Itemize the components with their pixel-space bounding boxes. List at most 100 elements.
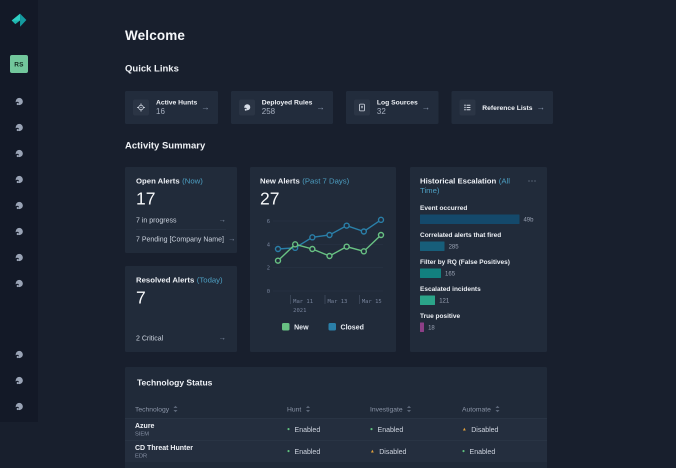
card-title-qualifier: (Today) bbox=[196, 276, 223, 285]
pending-link[interactable]: 7 Pending [Company Name] → bbox=[136, 230, 235, 249]
sidebar: RS bbox=[0, 0, 38, 422]
card-title-qualifier: (Past 7 Days) bbox=[302, 177, 350, 186]
column-header-hunt[interactable]: Hunt bbox=[287, 405, 370, 413]
svg-text:6: 6 bbox=[267, 219, 270, 225]
svg-text:0: 0 bbox=[267, 289, 270, 295]
bar-label: Escalated incidents bbox=[420, 285, 481, 293]
legend-swatch-closed bbox=[328, 323, 337, 331]
new-alerts-title: New Alerts (Past 7 Days) bbox=[260, 177, 386, 186]
nav-icon[interactable] bbox=[14, 123, 24, 133]
table-row-azure[interactable]: Azure SIEM ● Enabled ● Enabled ▲ Disable… bbox=[125, 418, 547, 440]
sidebar-nav-top bbox=[0, 97, 38, 289]
funnel-group-filter-rq: Filter by RQ (False Positives) 165 bbox=[420, 258, 537, 279]
table-row-cd-threat-hunter[interactable]: CD Threat Hunter EDR ● Enabled ▲ Disable… bbox=[125, 440, 547, 462]
card-title-text: Resolved Alerts bbox=[136, 276, 195, 285]
quick-link-reference-lists[interactable]: Reference Lists → bbox=[451, 91, 554, 124]
bar-value: 165 bbox=[445, 269, 456, 277]
funnel-group-escalated: Escalated incidents 121 bbox=[420, 285, 537, 306]
more-menu-icon[interactable]: ⋯ bbox=[527, 175, 537, 186]
bar-label: Filter by RQ (False Positives) bbox=[420, 258, 510, 266]
nav-icon[interactable] bbox=[14, 149, 24, 159]
new-alerts-value: 27 bbox=[260, 188, 280, 209]
critical-link[interactable]: 2 Critical → bbox=[136, 329, 226, 348]
quick-link-deployed-rules[interactable]: Deployed Rules 258 → bbox=[230, 91, 333, 124]
chart-legend: New Closed bbox=[260, 323, 386, 331]
open-alerts-value: 17 bbox=[136, 188, 156, 209]
status-icon: ● bbox=[287, 426, 291, 432]
status-cell-automate: ▲ Disabled bbox=[462, 425, 547, 433]
bar-correlated-alerts bbox=[420, 241, 445, 252]
svg-text:4: 4 bbox=[267, 242, 271, 248]
open-alerts-title: Open Alerts (Now) bbox=[136, 177, 226, 186]
sort-icon bbox=[407, 405, 412, 413]
status-label: Enabled bbox=[377, 425, 404, 434]
column-header-investigate[interactable]: Investigate bbox=[370, 405, 462, 413]
status-icon: ● bbox=[370, 426, 374, 432]
new-alerts-card: New Alerts (Past 7 Days) 27 0 2 4 6 Mar 11 Mar… bbox=[250, 167, 396, 352]
status-icon: ● bbox=[462, 448, 466, 454]
arrow-right-icon: → bbox=[536, 102, 546, 113]
bar-value: 285 bbox=[448, 242, 459, 250]
status-cell-hunt: ● Enabled bbox=[287, 447, 370, 455]
quick-link-value: 258 bbox=[261, 107, 276, 117]
nav-icon[interactable] bbox=[14, 376, 24, 386]
quick-links-section-title: Quick Links bbox=[125, 63, 179, 75]
funnel-group-true-positive: True positive 18 bbox=[420, 312, 537, 333]
alerts-column: Open Alerts (Now) 17 7 in progress → 7 Pe… bbox=[125, 167, 237, 365]
column-label: Hunt bbox=[287, 405, 302, 413]
legend-item-new: New bbox=[282, 322, 309, 331]
technology-cell: CD Threat Hunter EDR bbox=[135, 444, 287, 459]
card-title-qualifier: (All Time) bbox=[420, 177, 510, 195]
quick-link-value: 16 bbox=[156, 107, 165, 117]
technology-status-title: Technology Status bbox=[137, 378, 213, 388]
legend-swatch-new bbox=[282, 323, 290, 331]
arrow-right-icon: → bbox=[316, 102, 325, 113]
activity-summary-section-title: Activity Summary bbox=[125, 140, 206, 152]
bar-true-positive bbox=[420, 322, 425, 333]
sidebar-nav-bottom bbox=[0, 350, 38, 412]
table-header-row: Technology Hunt Investigate Automate bbox=[125, 400, 547, 418]
bar-value: 49b bbox=[523, 215, 534, 223]
brand-logo-icon[interactable] bbox=[10, 12, 29, 30]
nav-icon[interactable] bbox=[14, 97, 24, 107]
bar-event-occurred bbox=[420, 214, 520, 225]
column-header-automate[interactable]: Automate bbox=[462, 405, 547, 413]
arrow-right-icon: → bbox=[218, 333, 227, 343]
column-header-technology[interactable]: Technology bbox=[135, 405, 287, 413]
bar-label: Correlated alerts that fired bbox=[420, 231, 502, 239]
technology-name: Azure bbox=[135, 421, 155, 430]
column-label: Technology bbox=[135, 405, 170, 413]
nav-icon[interactable] bbox=[14, 175, 24, 185]
nav-icon[interactable] bbox=[14, 402, 24, 412]
quick-link-active-hunts[interactable]: Active Hunts 16 → bbox=[125, 91, 218, 124]
link-label: 7 Pending [Company Name] bbox=[136, 234, 224, 243]
resolved-alerts-links: 2 Critical → bbox=[136, 329, 226, 348]
arrow-right-icon: → bbox=[227, 234, 236, 244]
resolved-alerts-value: 7 bbox=[136, 287, 146, 308]
status-cell-investigate: ● Enabled bbox=[370, 425, 462, 433]
main-content: Welcome Quick Links Active Hunts 16 → bbox=[125, 0, 554, 468]
nav-icon[interactable] bbox=[14, 201, 24, 211]
funnel-bars: Event occurred 49b Correlated alerts tha… bbox=[420, 204, 537, 333]
nav-icon[interactable] bbox=[14, 350, 24, 360]
legend-item-closed: Closed bbox=[328, 323, 364, 331]
user-avatar[interactable]: RS bbox=[10, 55, 28, 73]
nav-icon[interactable] bbox=[14, 227, 24, 237]
quick-link-label: Log Sources bbox=[376, 98, 418, 107]
historical-escalation-title: Historical Escalation (All Time) ⋯ bbox=[420, 175, 537, 196]
in-progress-link[interactable]: 7 in progress → bbox=[136, 211, 226, 230]
status-cell-automate: ● Enabled bbox=[462, 447, 547, 455]
technology-category: SIEM bbox=[135, 430, 150, 437]
activity-summary-row: Open Alerts (Now) 17 7 in progress → 7 Pe… bbox=[125, 167, 547, 352]
legend-label: New bbox=[294, 322, 309, 331]
technology-category: EDR bbox=[135, 452, 148, 459]
bar-value: 121 bbox=[439, 296, 450, 304]
nav-icon[interactable] bbox=[14, 279, 24, 289]
nav-icon[interactable] bbox=[14, 253, 24, 263]
quick-link-log-sources[interactable]: Log Sources 32 → bbox=[345, 91, 439, 124]
open-alerts-links: 7 in progress → 7 Pending [Company Name]… bbox=[136, 211, 235, 249]
status-cell-hunt: ● Enabled bbox=[287, 425, 370, 433]
sort-icon bbox=[173, 405, 178, 413]
bar-filter-rq bbox=[420, 268, 442, 279]
